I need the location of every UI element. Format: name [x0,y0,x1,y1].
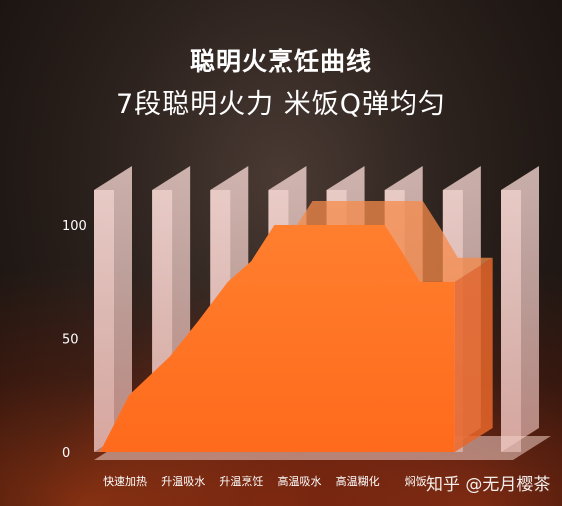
y-tick-label: 50 [62,333,79,348]
area-front-face [100,225,455,452]
chart-title: 聪明火烹饪曲线 [189,47,372,76]
watermark-label: 知乎 @无月樱茶 [426,475,551,495]
x-tick-label: 快速加热 [103,475,147,488]
y-tick-label: 100 [62,219,87,234]
area-side-face [454,257,493,452]
pillar-face [94,190,114,452]
chart-subtitle: 7段聪明火力 米饭Q弹均匀 [115,89,446,120]
y-tick-label: 0 [62,446,70,461]
x-tick-label: 升温烹饪 [219,474,263,488]
x-tick-label: 高温吸水 [278,474,322,488]
x-tick-label: 焖饭 [405,474,427,488]
x-tick-label: 升温吸水 [161,475,205,488]
pillar-face [501,190,521,452]
x-tick-label: 高温糊化 [336,474,380,488]
